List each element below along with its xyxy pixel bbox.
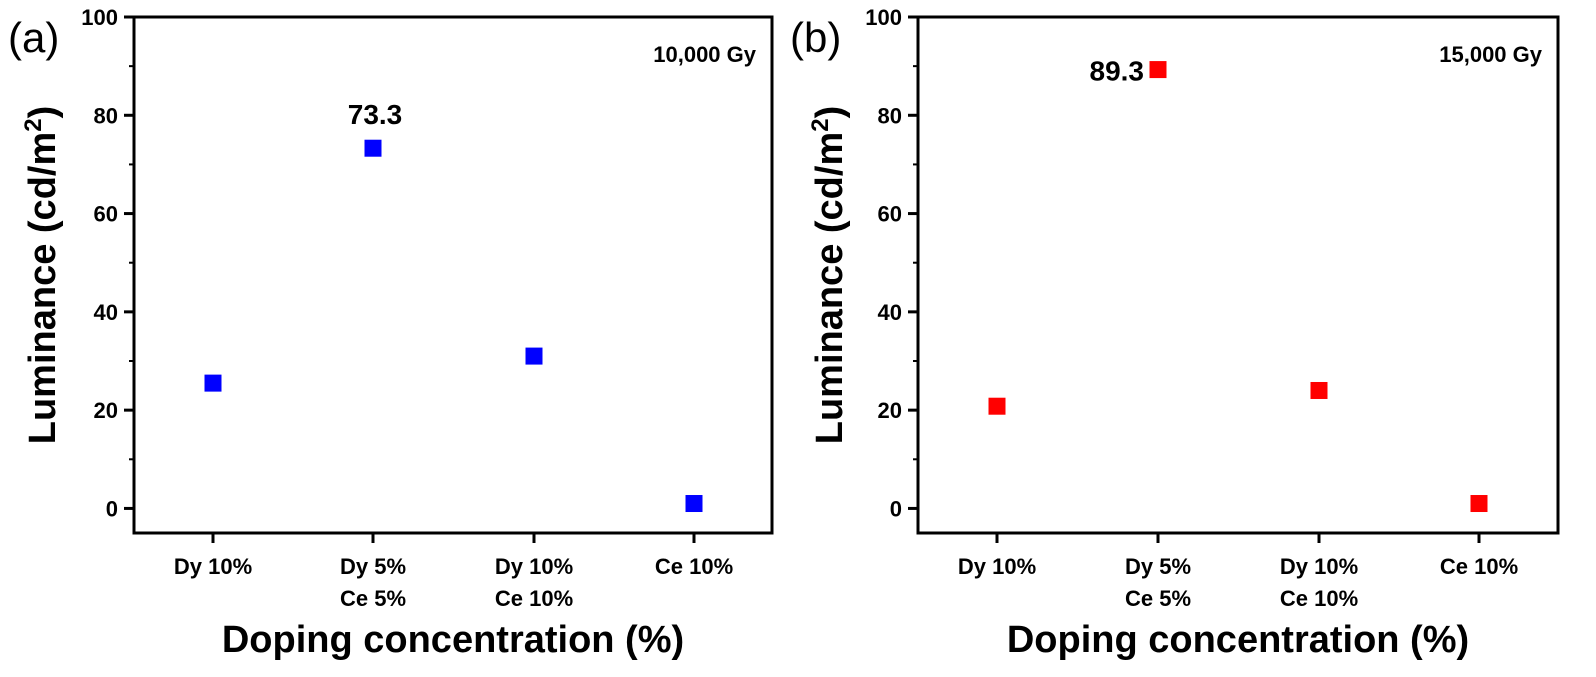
data-point xyxy=(1310,381,1328,399)
panel-label: (b) xyxy=(790,14,841,61)
y-tick-label: 0 xyxy=(106,496,118,521)
dose-annotation: 15,000 Gy xyxy=(1439,42,1543,67)
data-point xyxy=(1149,61,1167,79)
y-tick-label: 40 xyxy=(878,300,902,325)
y-axis-title: Luminance (cd/m2) xyxy=(20,106,64,445)
x-tick-label: Dy 10% xyxy=(1280,554,1358,579)
x-tick-label: Dy 5% xyxy=(340,554,406,579)
x-tick-label: Dy 5% xyxy=(1125,554,1191,579)
plot-frame xyxy=(132,15,774,535)
y-tick-label: 60 xyxy=(94,202,118,227)
data-point xyxy=(364,139,382,157)
point-value-label: 73.3 xyxy=(348,99,403,130)
y-tick-label: 40 xyxy=(94,300,118,325)
y-tick-label: 80 xyxy=(94,103,118,128)
x-tick-label: Ce 10% xyxy=(655,554,733,579)
x-tick-label: Dy 10% xyxy=(495,554,573,579)
data-point xyxy=(204,374,222,392)
dose-annotation: 10,000 Gy xyxy=(653,42,757,67)
data-point xyxy=(1470,495,1488,513)
x-tick-label: Ce 5% xyxy=(340,586,406,611)
y-tick-label: 100 xyxy=(81,5,118,30)
x-axis-title: Doping concentration (%) xyxy=(222,619,684,661)
x-tick-label: Ce 5% xyxy=(1125,586,1191,611)
y-tick-label: 100 xyxy=(865,5,902,30)
x-tick-label: Ce 10% xyxy=(1440,554,1518,579)
x-tick-label: Dy 10% xyxy=(958,554,1036,579)
chart-panel-a: 0 20 40 60 80 100 Dy 10% Dy 5% Ce 5% Dy 10% Ce 10%… xyxy=(8,5,774,661)
chart-panel-b: 0 20 40 60 80 100 Dy 10% Dy 5% Ce 5% Dy 10% Ce 10%… xyxy=(790,5,1560,661)
x-tick-label: Dy 10% xyxy=(174,554,252,579)
data-point xyxy=(525,347,543,365)
y-axis-title: Luminance (cd/m2) xyxy=(807,106,851,445)
y-tick-label: 60 xyxy=(878,202,902,227)
data-point xyxy=(685,495,703,513)
plot-frame xyxy=(916,15,1560,535)
y-tick-label: 0 xyxy=(890,496,902,521)
data-point xyxy=(988,397,1006,415)
y-tick-label: 20 xyxy=(94,398,118,423)
point-value-label: 89.3 xyxy=(1090,56,1145,87)
x-axis-title: Doping concentration (%) xyxy=(1007,619,1469,661)
y-tick-label: 80 xyxy=(878,103,902,128)
panel-label: (a) xyxy=(8,14,59,61)
x-tick-label: Ce 10% xyxy=(495,586,573,611)
x-tick-label: Ce 10% xyxy=(1280,586,1358,611)
y-tick-label: 20 xyxy=(878,398,902,423)
